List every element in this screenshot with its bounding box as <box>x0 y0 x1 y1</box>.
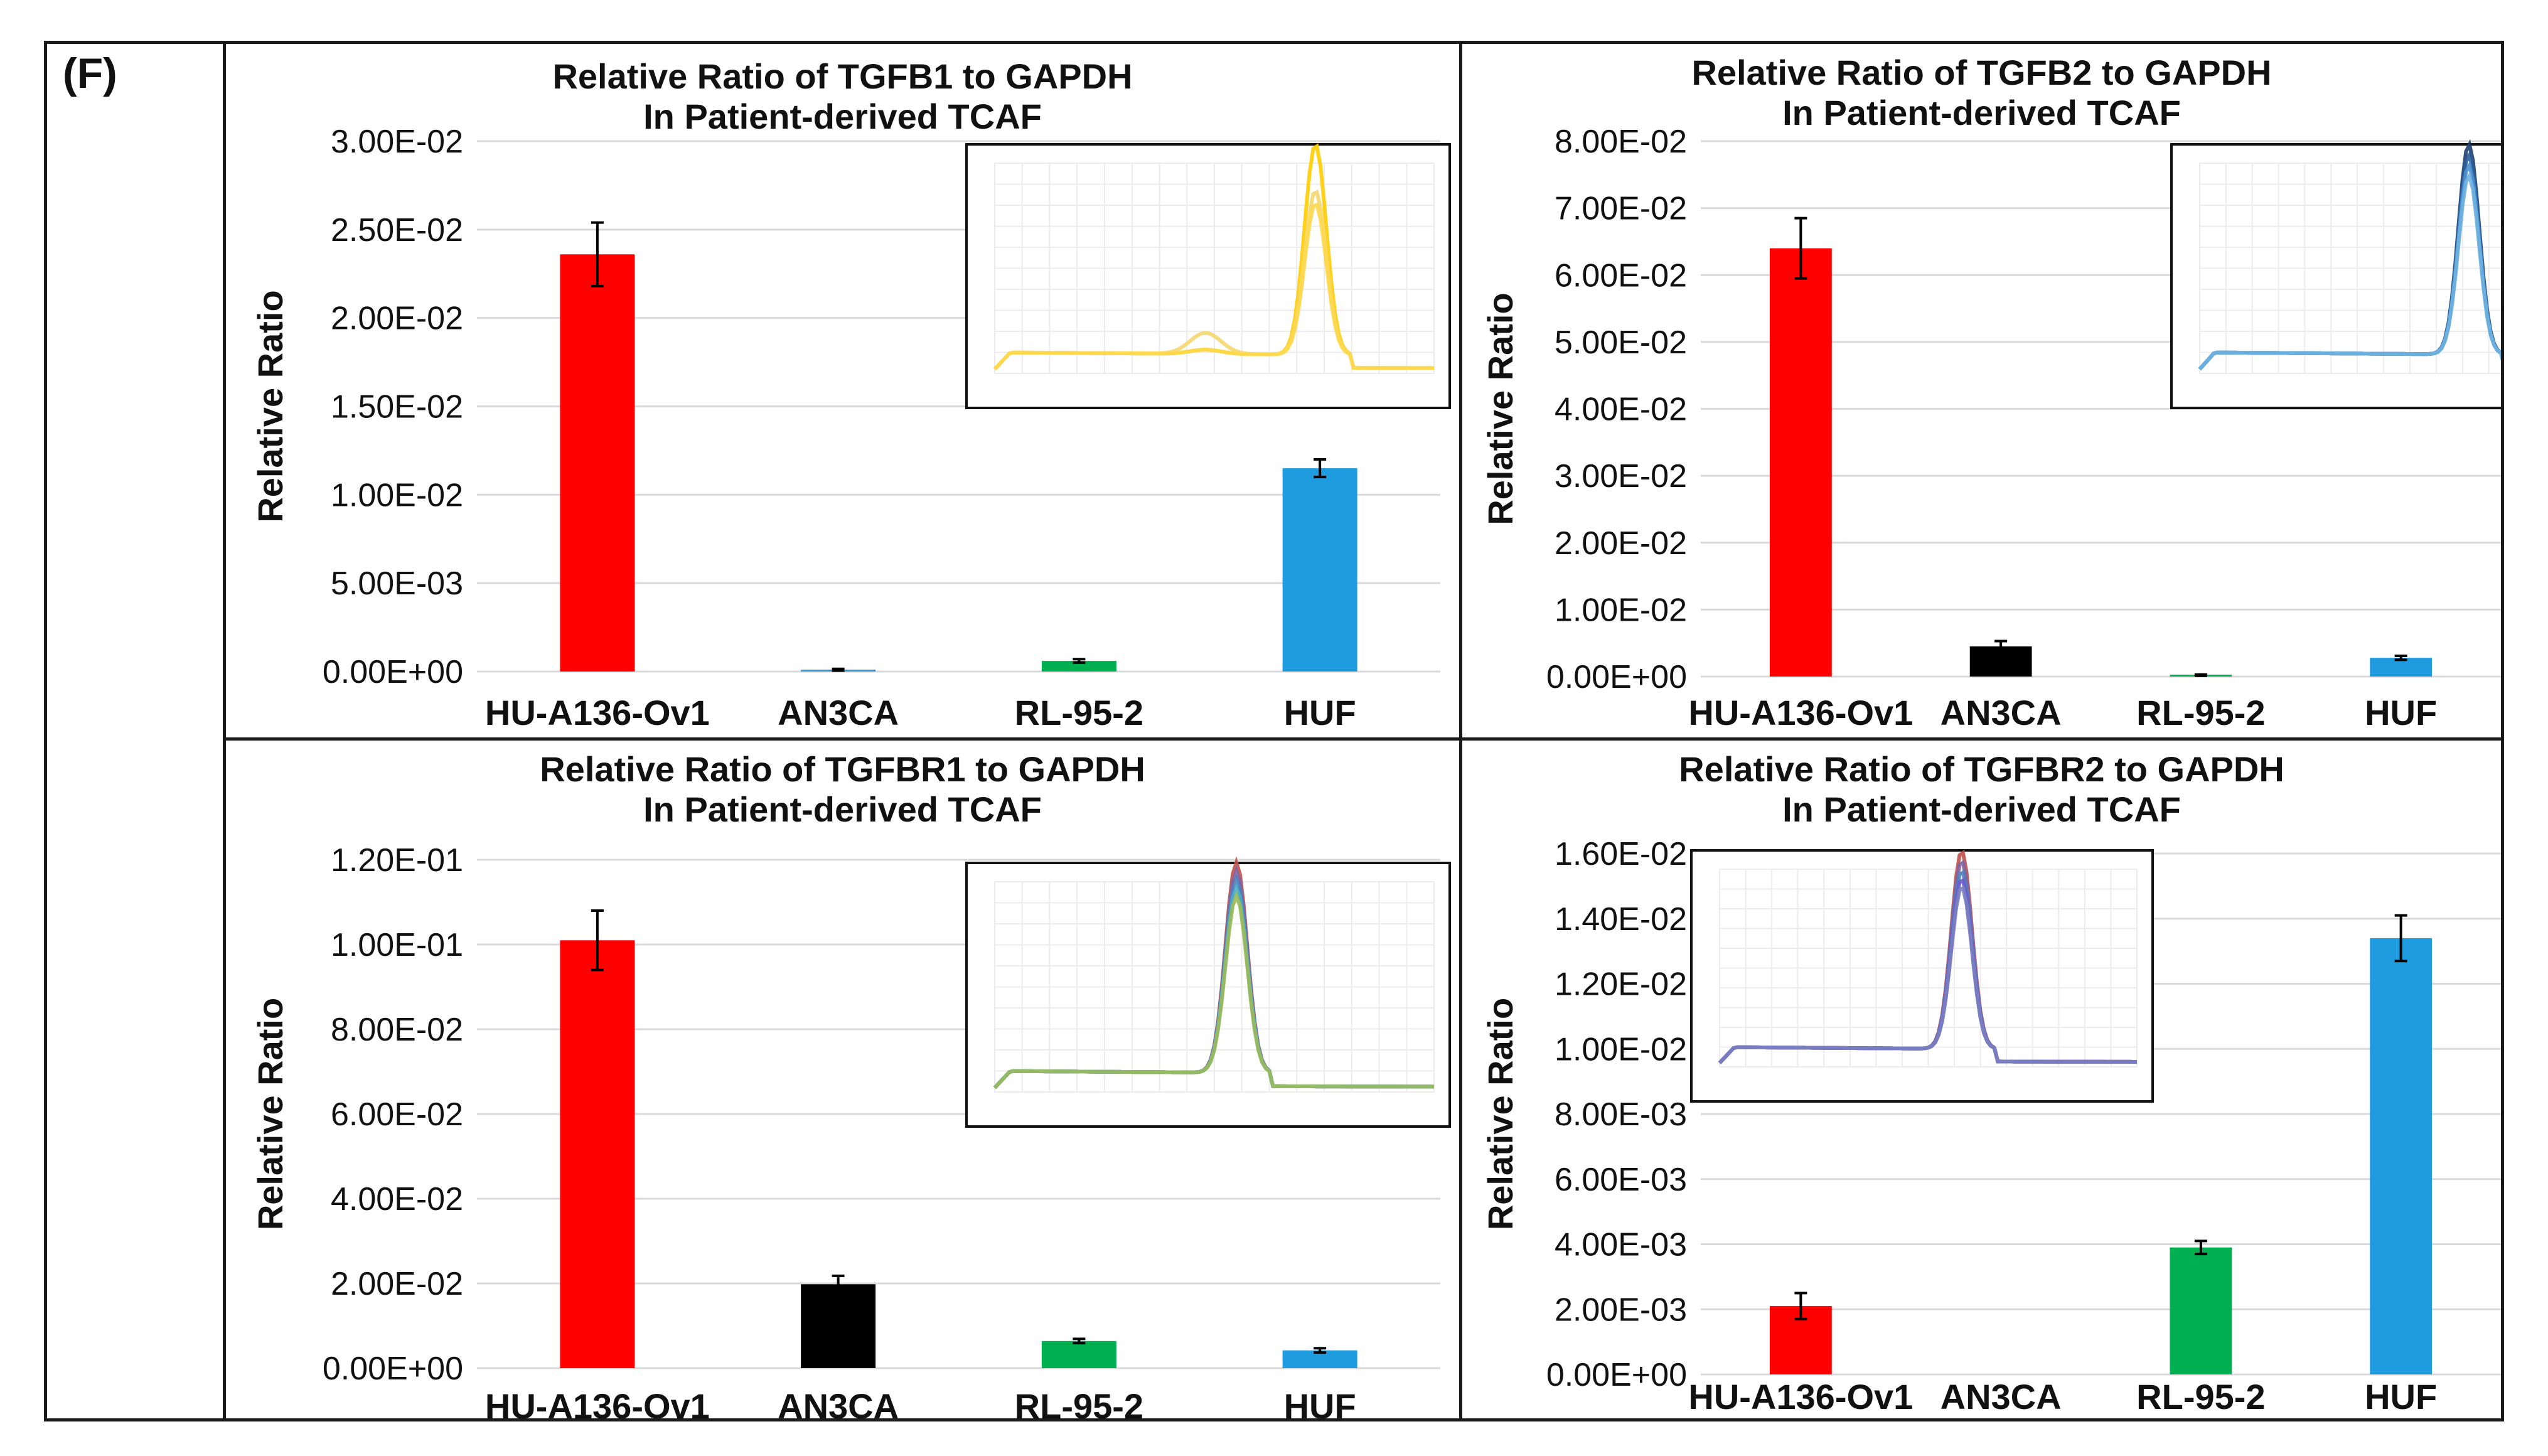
category-label: AN3CA <box>778 693 899 732</box>
inset-melt-curve <box>993 202 1435 371</box>
y-axis-label: Relative Ratio <box>250 290 290 522</box>
category-label: RL-95-2 <box>1015 1386 1143 1418</box>
bar <box>1041 1341 1116 1368</box>
bar <box>801 1284 876 1368</box>
y-tick-label: 1.50E-02 <box>331 389 463 426</box>
bar <box>1769 248 1832 677</box>
y-tick-label: 3.00E-02 <box>331 124 463 160</box>
bar <box>2370 938 2433 1374</box>
chart-title: Relative Ratio of TGFB2 to GAPDH <box>1691 53 2272 92</box>
y-tick-label: 8.00E-02 <box>1555 124 1687 160</box>
chart-panel-tgfb2: Relative Ratio of TGFB2 to GAPDH In Pati… <box>1459 41 2504 741</box>
y-tick-label: 4.00E-02 <box>331 1181 463 1218</box>
y-tick-label: 1.40E-02 <box>1555 901 1687 938</box>
y-tick-label: 2.50E-02 <box>331 212 463 249</box>
y-tick-label: 8.00E-03 <box>1555 1096 1687 1133</box>
panel-label: (F) <box>63 50 117 97</box>
bar <box>1282 468 1357 672</box>
y-tick-label: 2.00E-02 <box>1555 525 1687 562</box>
inset-frame <box>965 143 1451 409</box>
y-tick-label: 1.20E-02 <box>1555 966 1687 1003</box>
category-label: HUF <box>2365 1377 2437 1416</box>
category-label: RL-95-2 <box>2136 1377 2265 1416</box>
category-label: HU-A136-Ov1 <box>1688 1377 1913 1416</box>
category-label: HU-A136-Ov1 <box>1688 693 1913 732</box>
inset-frame <box>1690 849 2154 1103</box>
chart-subtitle: In Patient-derived TCAF <box>1782 790 2181 829</box>
bar <box>2170 1247 2232 1374</box>
chart-panel-tgfb1: Relative Ratio of TGFB1 to GAPDH In Pati… <box>223 41 1462 741</box>
y-tick-label: 0.00E+00 <box>1546 659 1687 695</box>
y-tick-label: 1.00E-02 <box>331 477 463 513</box>
category-label: HU-A136-Ov1 <box>485 693 710 732</box>
chart-subtitle: In Patient-derived TCAF <box>643 97 1042 136</box>
inset-frame <box>965 862 1451 1128</box>
chart-panel-tgfbr1: Relative Ratio of TGFBR1 to GAPDH In Pat… <box>223 737 1462 1421</box>
y-tick-label: 2.00E-02 <box>331 1266 463 1302</box>
bar <box>1041 661 1116 672</box>
bar <box>560 940 635 1368</box>
y-tick-label: 0.00E+00 <box>323 654 463 690</box>
y-tick-label: 1.60E-02 <box>1555 836 1687 872</box>
chart-subtitle: In Patient-derived TCAF <box>1782 93 2181 132</box>
category-label: AN3CA <box>778 1386 899 1418</box>
y-tick-label: 4.00E-03 <box>1555 1227 1687 1263</box>
chart-svg: 0.00E+00 1.00E-02 2.00E-02 3.00E-02 4.00E-02… <box>1480 124 2501 732</box>
y-tick-label: 5.00E-03 <box>331 565 463 602</box>
inset-melt-curve <box>2198 171 2501 371</box>
chart-subtitle: In Patient-derived TCAF <box>643 790 1042 829</box>
category-label: HUF <box>2365 693 2437 732</box>
chart-panel-tgfbr2: Relative Ratio of TGFBR2 to GAPDH In Pat… <box>1459 737 2504 1421</box>
category-label: HUF <box>1284 693 1356 732</box>
y-tick-label: 1.20E-01 <box>331 842 463 879</box>
chart-svg: 0.00E+00 2.00E-02 4.00E-02 6.00E-02 8.00E-02… <box>250 842 1451 1418</box>
category-label: RL-95-2 <box>2136 693 2265 732</box>
category-label: RL-95-2 <box>1015 693 1143 732</box>
category-label: HUF <box>1284 1386 1356 1418</box>
y-tick-label: 3.00E-02 <box>1555 458 1687 495</box>
y-tick-label: 5.00E-02 <box>1555 324 1687 361</box>
y-axis-label: Relative Ratio <box>250 998 290 1230</box>
y-tick-label: 6.00E-03 <box>1555 1162 1687 1198</box>
chart-title: Relative Ratio of TGFBR1 to GAPDH <box>540 749 1145 789</box>
y-tick-label: 0.00E+00 <box>323 1351 463 1387</box>
inset-melt-curve <box>993 891 1435 1089</box>
y-tick-label: 6.00E-02 <box>1555 257 1687 294</box>
chart-title: Relative Ratio of TGFB1 to GAPDH <box>552 56 1133 96</box>
y-tick-label: 8.00E-02 <box>331 1012 463 1048</box>
y-tick-label: 0.00E+00 <box>1546 1357 1687 1393</box>
category-label: AN3CA <box>1940 1377 2062 1416</box>
y-axis-label: Relative Ratio <box>1480 998 1520 1230</box>
chart-svg: 0.00E+00 2.00E-03 4.00E-03 6.00E-03 8.00E-03… <box>1480 836 2501 1416</box>
y-tick-label: 2.00E-02 <box>331 301 463 337</box>
y-axis-label: Relative Ratio <box>1480 292 1520 525</box>
y-tick-label: 2.00E-03 <box>1555 1292 1687 1328</box>
y-tick-label: 7.00E-02 <box>1555 191 1687 227</box>
y-tick-label: 4.00E-02 <box>1555 392 1687 428</box>
y-tick-label: 1.00E-01 <box>331 927 463 963</box>
chart-svg: 0.00E+00 5.00E-03 1.00E-02 1.50E-02 2.00E-02… <box>250 124 1451 732</box>
y-tick-label: 1.00E-02 <box>1555 1031 1687 1068</box>
y-tick-label: 6.00E-02 <box>331 1096 463 1133</box>
bar <box>560 254 635 672</box>
y-tick-label: 1.00E-02 <box>1555 592 1687 628</box>
inset-melt-curve <box>1718 885 2137 1064</box>
chart-title: Relative Ratio of TGFBR2 to GAPDH <box>1679 749 2284 789</box>
category-label: AN3CA <box>1940 693 2062 732</box>
category-label: HU-A136-Ov1 <box>485 1386 710 1418</box>
